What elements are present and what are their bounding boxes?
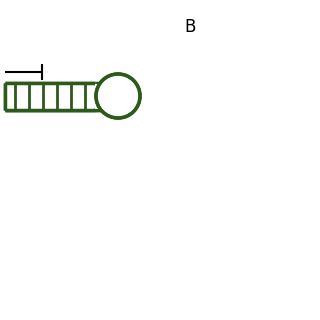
- Circle shape: [98, 76, 138, 116]
- Bar: [95, 84, 118, 109]
- Bar: [6, 84, 94, 109]
- Text: B: B: [184, 18, 196, 36]
